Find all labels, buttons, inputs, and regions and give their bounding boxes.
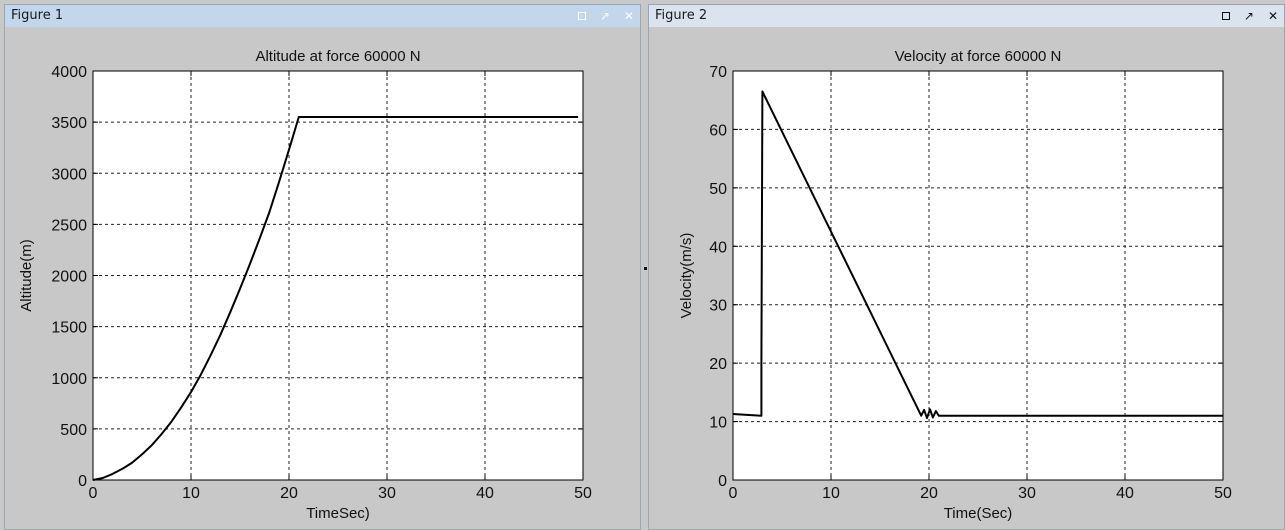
y-tick-label: 70 <box>709 64 727 81</box>
dock-icon[interactable] <box>577 5 586 27</box>
x-tick-label: 50 <box>1214 485 1232 502</box>
y-tick-label: 2500 <box>51 217 87 234</box>
y-tick-label: 0 <box>718 473 727 490</box>
chart-title: Altitude at force 60000 N <box>255 48 420 65</box>
y-tick-label: 1000 <box>51 371 87 388</box>
series-line <box>732 90 1223 420</box>
altitude-chart: 0 10 20 30 40 5005001000150020002500300035004… <box>18 48 592 522</box>
figure-1-window: Figure 1 ↗ ✕ 0 10 20 30 40 50 0 500 1000 1500 2000… <box>4 4 641 530</box>
x-tick-label: 30 <box>378 485 396 502</box>
close-icon[interactable]: ✕ <box>1267 9 1278 23</box>
y-tick-label: 20 <box>709 356 727 373</box>
series-line <box>92 116 579 481</box>
x-tick-label: 10 <box>822 485 840 502</box>
y-tick-label: 0 <box>78 473 87 490</box>
y-tick-label: 60 <box>709 122 727 139</box>
y-tick-label: 50 <box>709 181 727 198</box>
chart-title: Velocity at force 60000 N <box>895 48 1062 65</box>
splitter-handle[interactable] <box>644 267 647 270</box>
figure-2-window: Figure 2 ↗ ✕ 0 10 20 30 40 50 0 10 20 30 40 50 60 70 V… <box>648 4 1285 530</box>
x-tick-label: 0 <box>729 485 738 502</box>
x-tick-label: 10 <box>182 485 200 502</box>
x-tick-label: 20 <box>920 485 938 502</box>
y-tick-label: 10 <box>709 415 727 432</box>
x-tick-label: 0 <box>89 485 98 502</box>
plot-area <box>733 71 1223 480</box>
y-axis-label: Altitude(m) <box>18 239 35 312</box>
y-tick-label: 40 <box>709 239 727 256</box>
velocity-chart: 0 10 20 30 40 50 0 10 20 30 40 50 60 70 Velocity at fo… <box>678 48 1232 522</box>
x-axis-label: Time(Sec) <box>944 505 1013 522</box>
y-tick-label: 1500 <box>51 320 87 337</box>
undock-icon[interactable]: ↗ <box>1243 9 1254 23</box>
plot-frame <box>732 70 1224 481</box>
y-tick-label: 2000 <box>51 269 87 286</box>
figure-2-title: Figure 2 <box>655 8 708 23</box>
y-tick-label: 3500 <box>51 115 87 132</box>
y-tick-label: 500 <box>60 422 87 439</box>
x-axis-label: TimeSec) <box>306 505 370 522</box>
y-tick-label: 4000 <box>51 64 87 81</box>
x-tick-label: 40 <box>1116 485 1134 502</box>
x-tick-label: 30 <box>1018 485 1036 502</box>
y-tick-label: 30 <box>709 298 727 315</box>
figure-1-titlebar: Figure 1 ↗ ✕ <box>5 5 640 27</box>
y-axis-label: Velocity(m/s) <box>678 233 695 319</box>
close-icon[interactable]: ✕ <box>623 9 634 23</box>
x-tick-label: 50 <box>574 485 592 502</box>
figure-1-title: Figure 1 <box>11 8 64 23</box>
y-tick-label: 3000 <box>51 166 87 183</box>
dock-icon[interactable] <box>1221 5 1230 27</box>
figure-2-titlebar: Figure 2 ↗ ✕ <box>649 5 1284 27</box>
x-tick-label: 40 <box>476 485 494 502</box>
undock-icon[interactable]: ↗ <box>599 9 610 23</box>
x-tick-label: 20 <box>280 485 298 502</box>
